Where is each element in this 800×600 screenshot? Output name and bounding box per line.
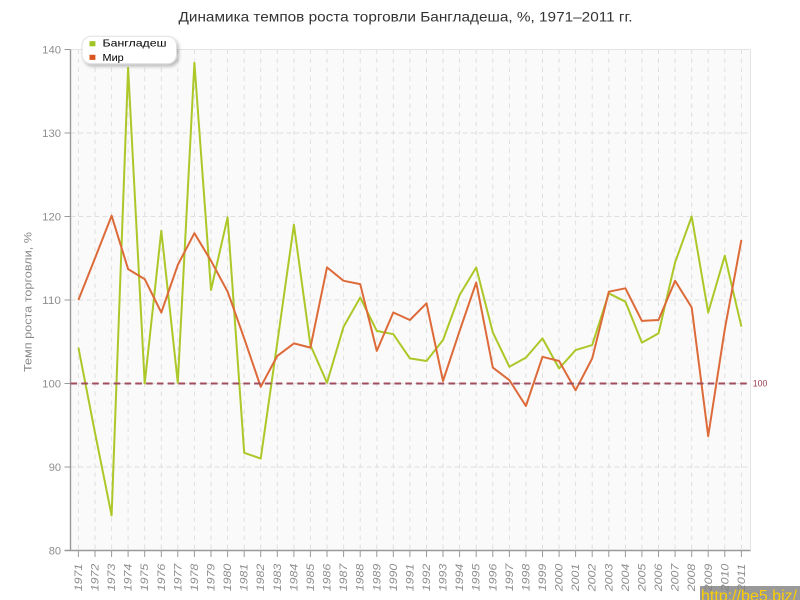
svg-text:1985: 1985: [305, 563, 317, 591]
svg-text:1975: 1975: [139, 563, 151, 591]
svg-text:Динамика темпов роста торговли: Динамика темпов роста торговли Бангладеш…: [179, 10, 633, 25]
svg-text:130: 130: [42, 128, 61, 140]
svg-text:2008: 2008: [686, 563, 698, 593]
svg-text:Мир: Мир: [103, 52, 124, 64]
svg-text:2005: 2005: [636, 563, 648, 593]
svg-text:1972: 1972: [89, 564, 101, 592]
svg-text:80: 80: [49, 546, 61, 558]
svg-text:1988: 1988: [355, 563, 367, 591]
svg-text:1983: 1983: [272, 563, 284, 591]
svg-text:2007: 2007: [670, 563, 682, 593]
svg-text:1989: 1989: [371, 564, 383, 592]
svg-text:1982: 1982: [255, 564, 267, 592]
svg-text:1987: 1987: [338, 563, 350, 591]
svg-text:1981: 1981: [239, 564, 251, 592]
svg-text:2003: 2003: [603, 563, 615, 593]
svg-text:100: 100: [753, 378, 768, 388]
svg-text:1990: 1990: [388, 563, 400, 591]
svg-text:2004: 2004: [620, 564, 632, 593]
svg-text:2000: 2000: [554, 563, 566, 593]
svg-text:1976: 1976: [156, 563, 168, 591]
svg-text:1986: 1986: [322, 563, 334, 591]
svg-text:1984: 1984: [288, 564, 300, 592]
svg-text:1994: 1994: [454, 564, 466, 592]
svg-text:1979: 1979: [206, 564, 218, 592]
svg-text:1998: 1998: [520, 563, 532, 591]
svg-text:90: 90: [49, 462, 61, 474]
svg-text:http://be5.biz/: http://be5.biz/: [701, 588, 798, 600]
svg-text:Темп роста торговли, %: Темп роста торговли, %: [23, 232, 35, 372]
svg-text:1999: 1999: [537, 564, 549, 592]
svg-text:140: 140: [42, 45, 61, 57]
svg-text:1996: 1996: [487, 563, 499, 591]
svg-text:1997: 1997: [504, 563, 516, 591]
svg-text:1992: 1992: [421, 564, 433, 592]
svg-text:120: 120: [42, 212, 61, 224]
svg-text:1978: 1978: [189, 563, 201, 591]
svg-text:2010: 2010: [719, 563, 731, 593]
svg-text:1974: 1974: [123, 564, 135, 592]
svg-text:100: 100: [42, 379, 61, 391]
svg-text:1991: 1991: [404, 564, 416, 592]
svg-text:110: 110: [42, 295, 61, 307]
svg-text:1971: 1971: [73, 564, 85, 592]
svg-text:2009: 2009: [703, 564, 715, 593]
svg-text:1973: 1973: [106, 563, 118, 591]
svg-text:2011: 2011: [736, 564, 748, 593]
svg-text:1995: 1995: [471, 563, 483, 591]
svg-text:Бангладеш: Бангладеш: [103, 37, 167, 49]
svg-text:1993: 1993: [438, 563, 450, 591]
svg-text:1980: 1980: [222, 563, 234, 591]
svg-text:2002: 2002: [587, 564, 599, 593]
svg-text:2006: 2006: [653, 563, 665, 593]
svg-text:2001: 2001: [570, 564, 582, 593]
svg-text:1977: 1977: [172, 563, 184, 591]
